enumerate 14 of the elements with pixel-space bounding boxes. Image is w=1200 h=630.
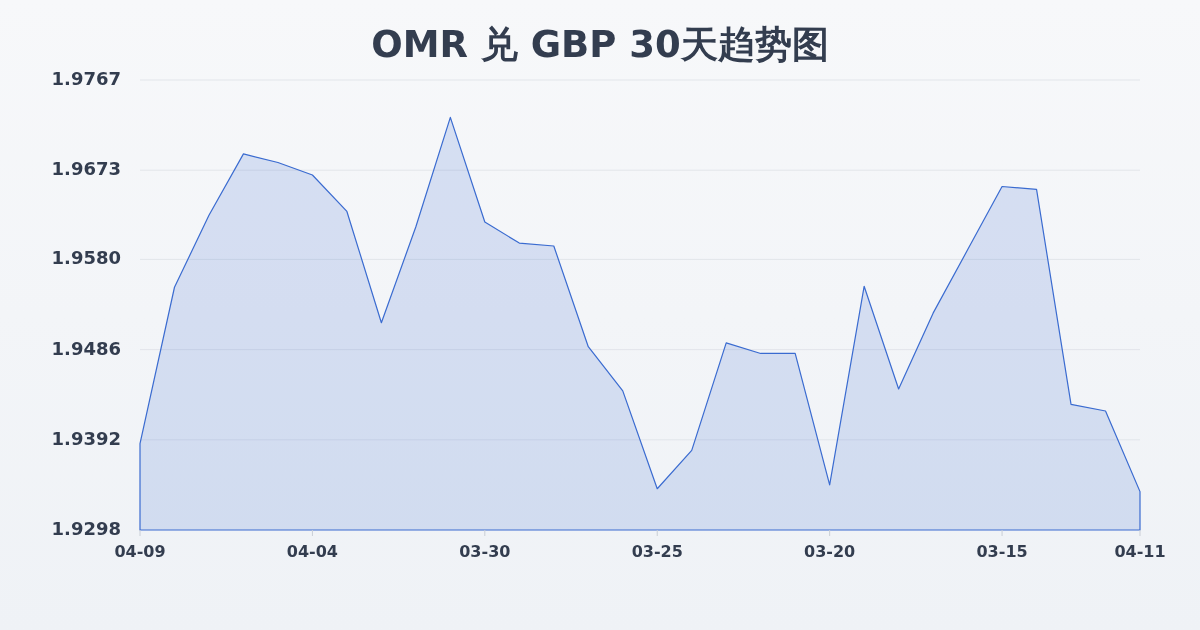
ytick-label: 1.9486 — [51, 337, 121, 359]
xtick-label: 03-25 — [631, 541, 683, 561]
title: OMR 兑 GBP 30天趋势图 — [371, 22, 829, 66]
ytick-label: 1.9767 — [51, 68, 121, 89]
xtick-label: 04-09 — [114, 541, 166, 561]
xtick-label: 04-04 — [286, 541, 338, 561]
ytick-label: 1.9673 — [51, 158, 121, 180]
ytick-label: 1.9392 — [51, 427, 121, 449]
ytick-label: 1.9580 — [51, 247, 121, 269]
xtick-label: 03-20 — [804, 541, 856, 561]
ytick-label: 1.9298 — [51, 518, 121, 539]
xtick-label: 03-15 — [976, 541, 1028, 561]
xtick-label: 03-30 — [459, 541, 511, 561]
xtick-label: 04-11 — [1114, 541, 1166, 561]
